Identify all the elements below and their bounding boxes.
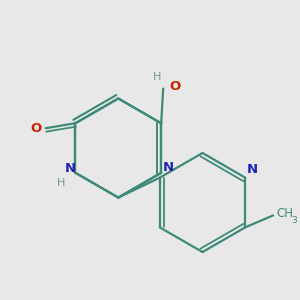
Text: N: N [163,161,174,174]
Text: O: O [30,122,41,135]
Text: 3: 3 [291,216,297,225]
Text: H: H [57,178,66,188]
Text: O: O [169,80,181,93]
Text: CH: CH [277,207,293,220]
Text: H: H [153,72,161,82]
Text: N: N [65,162,76,175]
Text: N: N [247,163,258,176]
